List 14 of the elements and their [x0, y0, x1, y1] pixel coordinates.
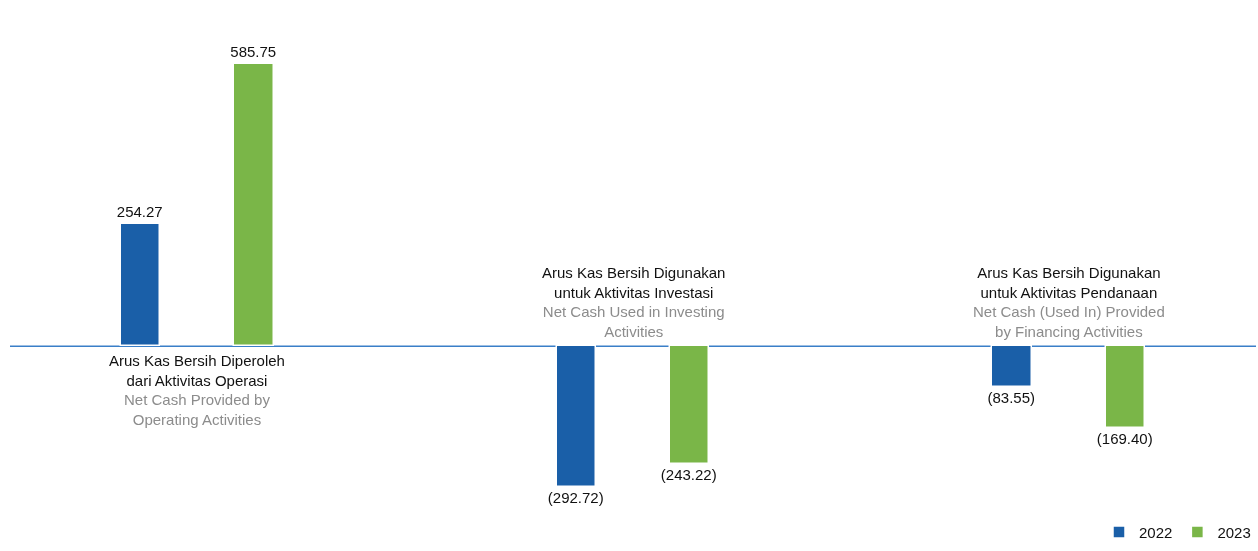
- legend-label: 2022: [1139, 523, 1173, 541]
- data-label: 585.75: [230, 43, 277, 61]
- data-label: 254.27: [116, 203, 163, 221]
- data-label: (243.22): [660, 466, 717, 484]
- legend-label: 2023: [1217, 523, 1251, 541]
- data-label: (292.72): [547, 489, 604, 507]
- annotation: Net Cash Provided by Operating Activities: [124, 391, 271, 428]
- annotation: Net Cash Used in Investing Activities: [542, 303, 725, 340]
- data-label: (83.55): [987, 389, 1036, 407]
- x-tick-label: Arus Kas Bersih Digunakan untuk Aktivitas Pendanaan: [977, 264, 1161, 301]
- data-label: (169.40): [1096, 430, 1153, 448]
- annotation: Net Cash (Used In) Provided by Financing Activities: [973, 303, 1165, 340]
- x-tick-label: Arus Kas Bersih Digunakan untuk Aktivitas Investasi: [542, 264, 726, 301]
- x-tick-label: Arus Kas Bersih Diperoleh dari Aktivitas Operasi: [109, 352, 285, 389]
